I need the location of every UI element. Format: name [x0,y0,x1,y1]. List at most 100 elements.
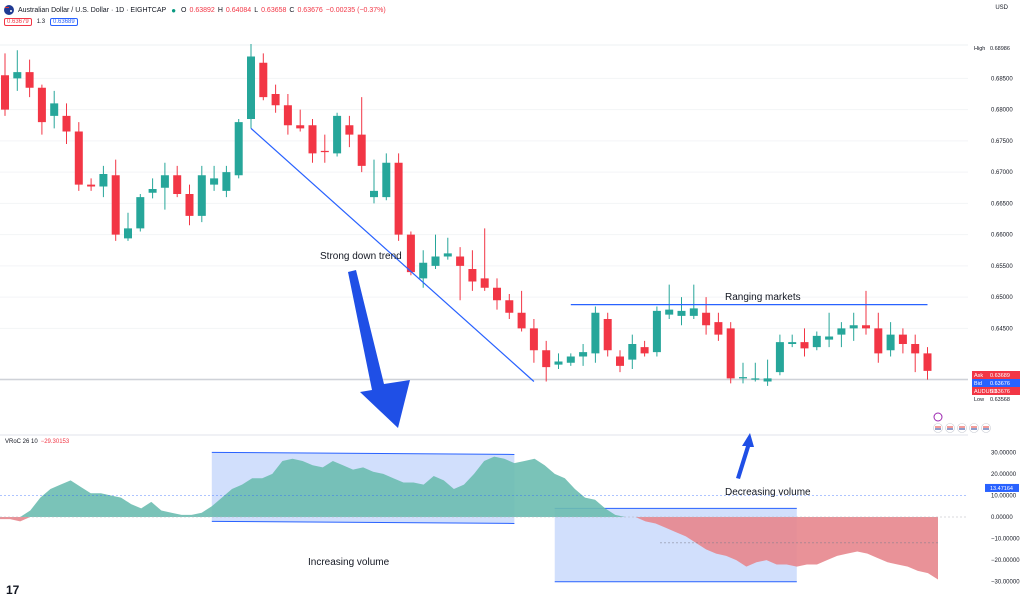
candle-body [480,278,489,288]
vroc-positive-area [0,456,938,517]
spread-value: 1.3 [36,19,46,25]
candle-body [517,312,526,329]
vroc-negative-area [0,517,938,580]
indicator-axis[interactable]: 30.00000 20.00000 10.00000 0.00000 −10.00000… [985,450,1020,586]
quote-bar: 0.63679 1.3 0.63689 [4,16,78,28]
candle-body [197,175,206,216]
candle-body [665,309,674,315]
price-tick-label: 0.66500 [991,201,1013,207]
candle-body [874,328,883,354]
candle-body [554,361,563,365]
flag-stripe [959,428,965,430]
volume-box-bottom [211,520,515,524]
price-tick-label: 0.68500 [991,76,1013,82]
price-badge-high: High 0.68986 [972,44,1020,52]
price-badge-name: Ask [974,373,983,379]
buy-button[interactable]: 0.63689 [50,18,78,26]
price-badge-value: 0.63676 [990,381,1010,387]
price-badge-value: 0.63676 [990,389,1010,395]
price-badge-bg [972,44,1020,52]
candle-body [542,350,551,368]
vroc-badge-value: 13.47164 [990,486,1013,492]
vroc-badge-bg [985,483,1019,492]
candle-body [308,125,317,154]
volume-box-top [211,451,515,455]
low-key: L [254,6,259,14]
price-tick-label: 0.64500 [991,326,1013,332]
market-status-icon: ● [171,5,177,15]
currency-label[interactable]: USD [995,5,1008,11]
down-arrow [348,270,410,428]
vroc-tick-label: −20.00000 [991,558,1020,564]
flag-icons [933,412,991,433]
indicator-value: −29.30153 [40,439,70,445]
candle-body [788,342,797,344]
candle-body [259,62,268,98]
candle-body [99,174,108,187]
lightning-icon [933,412,943,422]
vroc-tick-label: 20.00000 [991,472,1017,478]
flag-icon [969,423,979,433]
price-axis[interactable]: 0.68500 0.68000 0.67500 0.67000 0.66500 0.660… [968,20,1024,436]
candle-body [579,352,588,357]
candle-body [849,325,858,329]
candle-body [763,378,772,382]
candle-body [25,72,34,88]
candle-body [886,334,895,351]
candle-body [898,334,907,344]
change-value: −0.00235 (−0.37%) [325,6,386,14]
candle-body [320,150,329,153]
candle-body [726,328,735,379]
symbol-header: Australian Dollar / U.S. Dollar · 1D · E… [0,0,1024,20]
vroc-tick-label: 30.00000 [991,450,1017,456]
candle-body [837,328,846,335]
high-key: H [217,6,223,14]
vroc-tick-label: 10.00000 [991,493,1017,499]
flag-bg [933,423,943,433]
candle-body [296,125,305,129]
vroc-tick-label: −30.00000 [991,580,1020,586]
ranging-label: Ranging markets [725,292,801,303]
tradingview-logo[interactable]: 17 [6,583,20,597]
flag-icon [957,423,967,433]
sell-button[interactable]: 0.63679 [4,18,32,26]
price-tick-label: 0.65500 [991,264,1013,270]
price-badge-value: 0.68986 [990,46,1010,52]
price-badge-bid: Bid 0.63676 [972,379,1020,387]
vroc-value-badge: 13.47164 [985,483,1019,492]
price-tick-label: 0.67500 [991,139,1013,145]
open-key: O [181,6,187,14]
price-axis-bg [968,20,1024,436]
candle-body [111,175,120,235]
price-badge-bg [972,379,1020,387]
candle-body [505,300,514,313]
flag-bg [945,423,955,433]
candle-body [775,342,784,373]
candle-body [825,336,834,340]
high-value: 0.64084 [225,6,252,14]
candle-body [493,287,501,301]
candle-body [37,87,46,123]
indicator-name: VRoC 26 10 [5,439,38,445]
candle-body [271,94,280,106]
arrows [348,270,754,479]
flag-stripe [971,426,977,428]
indicator-legend[interactable]: VRoC 26 10 −29.30153 [5,439,69,445]
candle-body [923,353,932,371]
candle-body [87,184,96,187]
candles [1,44,932,386]
trend-annotations [250,127,928,382]
candle-body [185,194,194,216]
candle-body [406,234,415,273]
symbol-title[interactable]: Australian Dollar / U.S. Dollar · 1D · E… [18,6,167,14]
flag-stripe [983,428,989,430]
indicator-panel [0,451,968,583]
candle-body [677,310,686,316]
candle-body [283,105,292,126]
flag-icon [933,423,943,433]
candle-body [566,356,575,363]
candle-body [800,342,809,349]
candle-body [443,253,452,257]
decreasing-volume-label: Decreasing volume [725,487,811,498]
